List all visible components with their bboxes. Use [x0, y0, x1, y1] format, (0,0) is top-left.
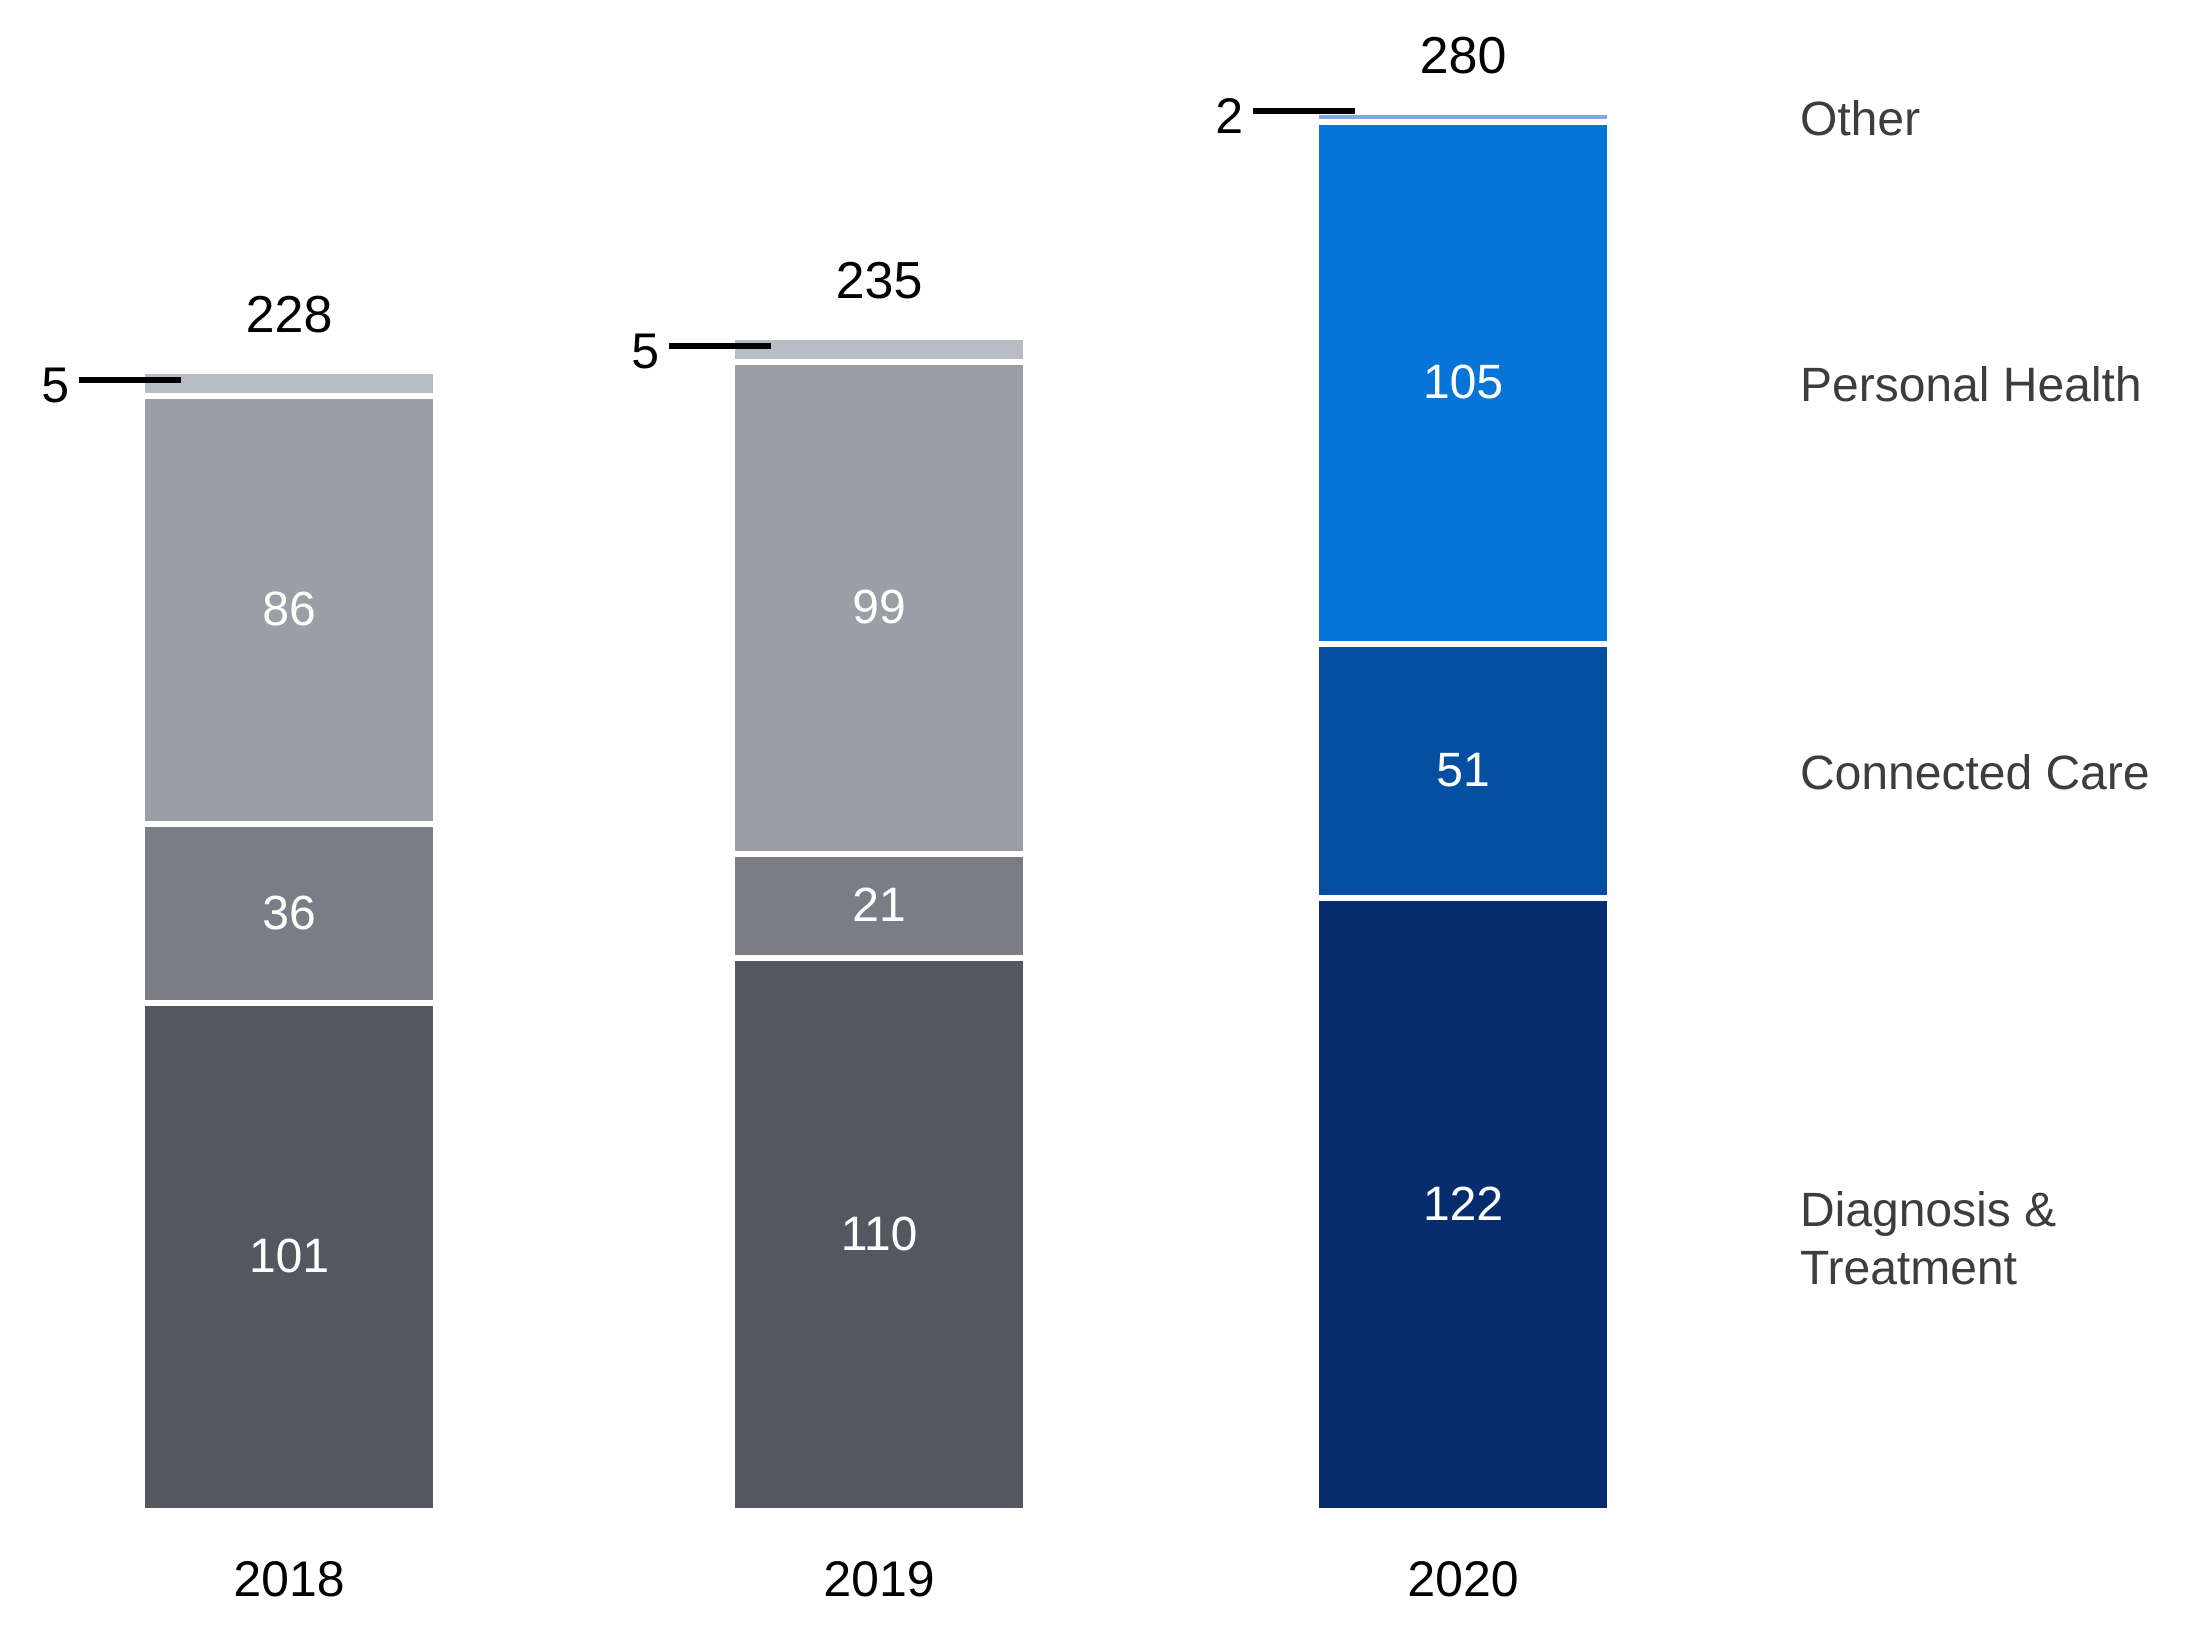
callout-value-2018: 5 [41, 357, 69, 413]
segment-value-label: 21 [852, 879, 906, 932]
legend-label-connected-care: Connected Care [1800, 747, 2150, 800]
segment-value-label: 122 [1422, 1177, 1504, 1231]
axis-label-2020: 2020 [1407, 1551, 1519, 1607]
segment-2020-connected-care: 51 [1319, 647, 1607, 901]
segment-2019-connected-care: 21 [735, 857, 1023, 961]
segment-2018-diagnosis-treatment: 101 [145, 1006, 433, 1508]
callout-line-2018 [79, 377, 181, 383]
segment-value-label: 110 [840, 1207, 918, 1261]
total-label-2020: 280 [1419, 27, 1507, 85]
bar-2020: 105 51 122 [1319, 115, 1607, 1508]
segment-2020-personal-health: 105 [1319, 125, 1607, 647]
segment-2019-diagnosis-treatment: 110 [735, 961, 1023, 1508]
segment-2018-connected-care: 36 [145, 827, 433, 1006]
segment-2018-personal-health: 86 [145, 399, 433, 827]
segment-2019-other [735, 340, 1023, 365]
bar-2018: 86 36 101 [145, 374, 433, 1508]
legend-label-personal-health: Personal Health [1800, 359, 2142, 412]
segment-value-label: 36 [262, 886, 316, 940]
axis-label-2019: 2019 [823, 1551, 935, 1607]
legend-label-other: Other [1800, 93, 1921, 146]
segment-2019-personal-health: 99 [735, 365, 1023, 857]
segment-2020-diagnosis-treatment: 122 [1319, 901, 1607, 1508]
total-label-2018: 228 [245, 286, 333, 344]
axis-label-2018: 2018 [233, 1551, 345, 1607]
segment-value-label: 105 [1422, 356, 1504, 409]
callout-value-2020: 2 [1215, 88, 1243, 144]
callout-line-2020 [1253, 108, 1355, 114]
total-label-2019: 235 [835, 252, 923, 310]
callout-line-2019 [669, 343, 771, 349]
segment-value-label: 51 [1436, 744, 1490, 797]
segment-2020-other [1319, 115, 1607, 125]
segment-value-label: 99 [852, 581, 906, 634]
segment-2018-other [145, 374, 433, 399]
legend-label-diagnosis-treatment: Diagnosis & Treatment [1800, 1184, 2057, 1295]
callout-value-2019: 5 [631, 323, 659, 379]
bar-2019: 99 21 110 [735, 340, 1023, 1508]
segment-value-label: 101 [248, 1230, 330, 1283]
segment-value-label: 86 [262, 583, 316, 636]
